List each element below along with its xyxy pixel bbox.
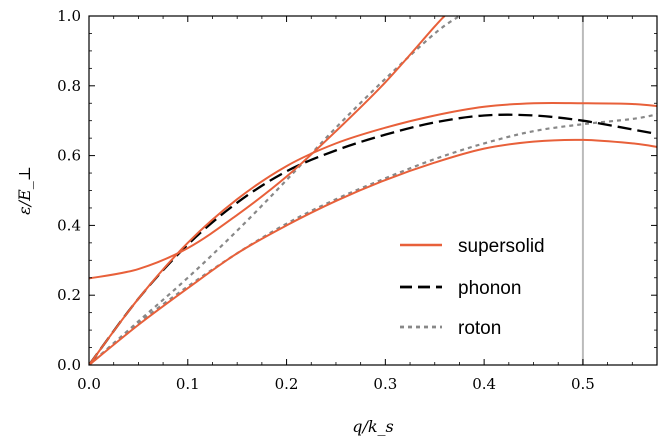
x-tick-label: 0.3 (373, 375, 397, 393)
x-tick-label: 0.1 (176, 375, 200, 393)
series-line-phonon-3 (89, 113, 657, 365)
y-tick-label: 0.8 (57, 77, 81, 95)
legend-label-supersolid: supersolid (458, 236, 545, 257)
ticks-layer (88, 15, 657, 366)
legend-label-roton: roton (458, 318, 501, 339)
y-tick-label: 0.0 (57, 356, 81, 374)
series-line-supersolid-0 (89, 16, 446, 280)
y-axis-label: ε/E_⊥ (15, 166, 34, 215)
series-line-supersolid-1 (89, 101, 657, 365)
series-line-roton-4 (89, 16, 461, 365)
x-tick-label: 0.5 (571, 375, 595, 393)
legend-entry-roton: roton (400, 318, 501, 339)
series-line-supersolid-2 (89, 138, 657, 365)
legend-entry-supersolid: supersolid (400, 236, 545, 257)
y-tick-label: 0.2 (57, 286, 81, 304)
x-tick-label: 0.0 (77, 375, 101, 393)
series-line-roton-5 (89, 113, 657, 365)
y-tick-label: 1.0 (57, 7, 81, 25)
legend-label-phonon: phonon (458, 278, 521, 299)
legend: supersolid phonon roton (400, 236, 545, 339)
y-tick-label: 0.4 (57, 216, 81, 234)
x-axis-label: q/k_s (352, 417, 394, 436)
x-tick-label: 0.4 (472, 375, 496, 393)
x-tick-label: 0.2 (275, 375, 299, 393)
plot-frame (88, 15, 658, 366)
tick-labels-layer: 0.0 0.1 0.2 0.3 0.4 0.5 0.0 0.2 0.4 0.6 0.8 1.0 (57, 7, 595, 393)
curves-layer (89, 16, 657, 365)
legend-entry-phonon: phonon (400, 278, 521, 299)
y-tick-label: 0.6 (57, 147, 81, 165)
